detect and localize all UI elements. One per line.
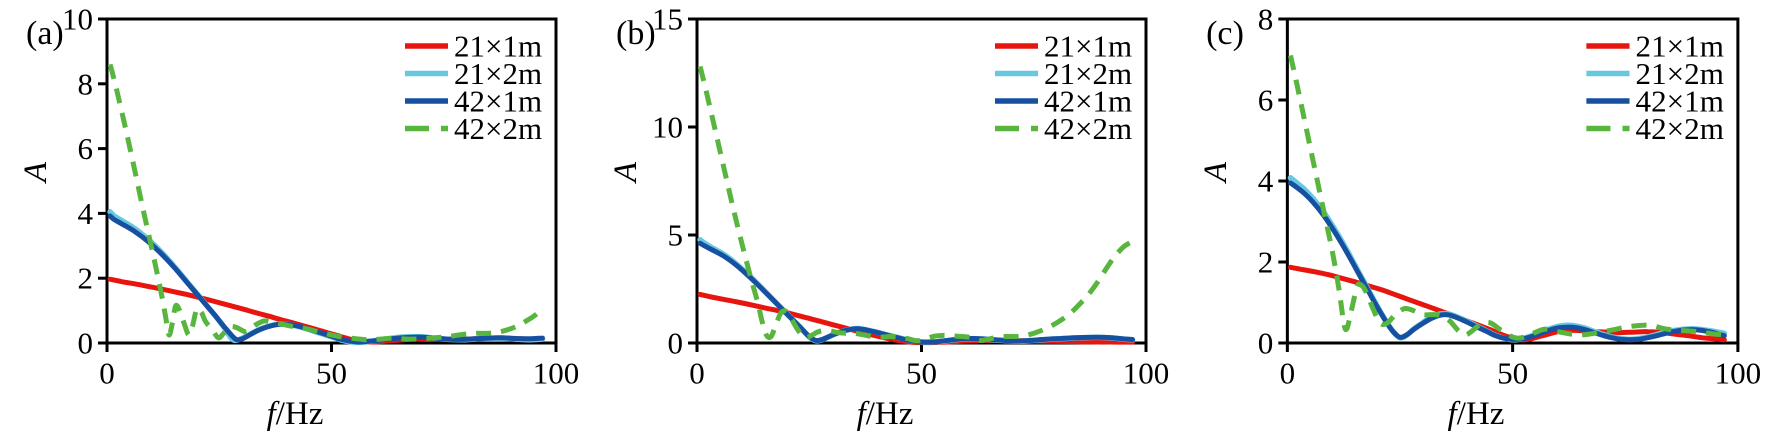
y-axis-title: A [18,161,54,184]
y-tick-label: 10 [62,2,93,37]
series-curves [1287,54,1728,343]
series-21x2m [107,209,546,346]
series-curves [107,63,546,346]
y-tick-label: 6 [1258,83,1274,118]
legend-label-21x1m: 21×1m [1636,29,1724,64]
series-42x1m [107,213,545,345]
x-tick-label: 50 [1497,355,1528,390]
legend-label-42x1m: 42×1m [454,84,542,119]
x-tick-label: 50 [906,355,937,390]
axis-ticks [98,17,558,352]
y-tick-label: 4 [1258,164,1274,199]
legend-label-21x1m: 21×1m [454,29,542,64]
y-tick-label: 2 [1258,245,1274,280]
legend-label-42x2m: 42×2m [454,111,542,146]
legend-item-42x2m: 42×2m [995,111,1132,146]
x-tick-label: 50 [316,355,347,390]
y-tick-label: 6 [78,131,94,166]
legend-item-21x2m: 21×2m [1586,56,1724,91]
panel-label: (b) [616,15,656,52]
legend-item-42x1m: 42×1m [1586,84,1724,119]
legend-label-21x1m: 21×1m [1044,29,1132,64]
y-tick-label: 2 [78,261,94,296]
series-42x2m [1288,54,1725,341]
y-axis-title: A [1198,161,1234,184]
y-tick-label: 8 [78,66,94,101]
legend-item-21x1m: 21×1m [405,29,542,64]
legend-item-21x1m: 21×1m [1586,29,1724,64]
panel-label: (a) [26,15,64,52]
y-tick-label: 10 [652,110,683,145]
x-tick-label: 0 [689,355,705,390]
x-axis-title: f/Hz [857,396,914,432]
y-tick-label: 15 [652,2,683,37]
x-axis-title: f/Hz [1447,396,1504,432]
legend-label-42x1m: 42×1m [1044,84,1132,119]
tick-labels: 0 5 10 15 0 50 100 [652,2,1169,391]
x-tick-label: 100 [1123,355,1170,390]
legend-label-21x2m: 21×2m [1044,56,1132,91]
legend-item-42x2m: 42×2m [1586,111,1724,146]
y-tick-label: 0 [668,326,684,361]
y-tick-label: 0 [78,326,94,361]
x-tick-label: 0 [1280,355,1296,390]
legend-item-21x2m: 21×2m [995,56,1132,91]
legend-item-21x2m: 21×2m [405,56,542,91]
x-tick-label: 100 [533,355,580,390]
legend-item-42x1m: 42×1m [405,84,542,119]
tick-labels: 0 2 4 6 8 0 50 100 [1258,2,1761,391]
legend-label-42x1m: 42×1m [1636,84,1724,119]
legend-label-42x2m: 42×2m [1044,111,1132,146]
panel-label: (c) [1206,15,1244,52]
series-42x1m [697,240,1135,345]
y-tick-label: 4 [78,196,94,231]
x-tick-label: 100 [1715,355,1762,390]
axis-ticks [1278,17,1740,352]
series-21x2m [1287,175,1728,343]
legend-item-42x1m: 42×1m [995,84,1132,119]
legend-label-21x2m: 21×2m [1636,56,1724,91]
y-tick-label: 8 [1258,2,1274,37]
series-curves [697,65,1136,346]
series-42x1m [1287,180,1727,343]
series-42x2m [697,65,1132,344]
legend-item-42x2m: 42×2m [405,111,542,146]
x-axis-title: f/Hz [267,396,324,432]
y-tick-label: 0 [1258,326,1274,361]
legend-label-21x2m: 21×2m [454,56,542,91]
y-axis-title: A [608,161,644,184]
x-tick-label: 0 [99,355,115,390]
y-tick-label: 5 [668,218,684,253]
legend-item-21x1m: 21×1m [995,29,1132,64]
series-42x2m [107,63,542,343]
legend-label-42x2m: 42×2m [1636,111,1724,146]
